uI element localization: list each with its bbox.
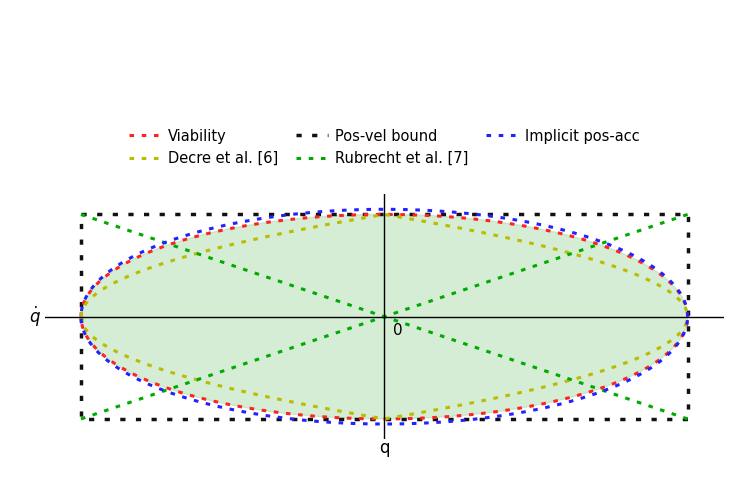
Legend: Viability, Decre et al. [6], Pos-vel bound, Rubrecht et al. [7], Implicit pos-ac: Viability, Decre et al. [6], Pos-vel bou… bbox=[123, 123, 646, 172]
Text: q: q bbox=[379, 440, 389, 457]
Text: $\dot{q}$: $\dot{q}$ bbox=[30, 305, 41, 329]
Polygon shape bbox=[81, 214, 687, 419]
Text: 0: 0 bbox=[393, 323, 403, 338]
